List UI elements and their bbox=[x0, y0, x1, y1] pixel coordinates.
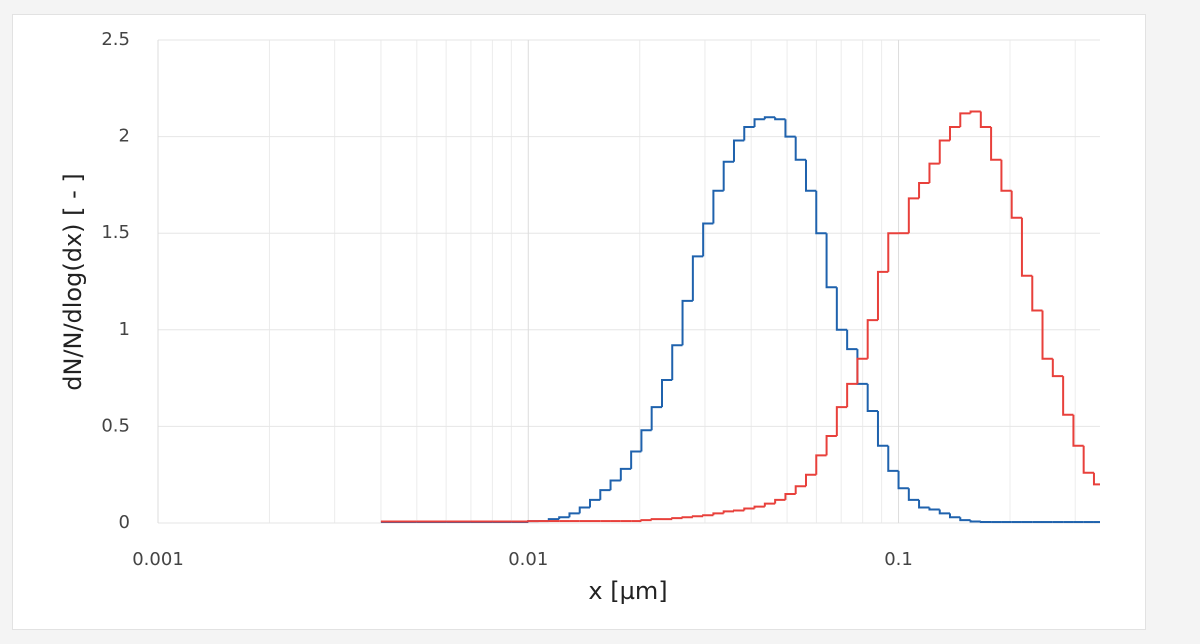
step-segment bbox=[568, 512, 580, 518]
step-segment bbox=[753, 505, 765, 509]
step-segment bbox=[1010, 190, 1022, 219]
x-axis-title: x [µm] bbox=[588, 577, 667, 605]
step-segment bbox=[969, 520, 981, 523]
step-segment bbox=[825, 435, 837, 456]
step-segment bbox=[763, 502, 776, 507]
step-segment bbox=[691, 515, 704, 518]
y-tick-label: 1.5 bbox=[101, 222, 130, 243]
step-segment bbox=[661, 379, 673, 408]
y-tick-label: 1 bbox=[119, 319, 130, 340]
chart-card bbox=[12, 14, 1146, 630]
step-segment bbox=[1020, 217, 1033, 277]
step-segment bbox=[753, 118, 765, 127]
step-segment bbox=[918, 181, 930, 199]
step-segment bbox=[589, 498, 601, 508]
step-segment bbox=[948, 125, 961, 141]
y-tick-label: 2.5 bbox=[101, 29, 130, 50]
step-segment bbox=[681, 516, 693, 519]
step-segment bbox=[907, 197, 920, 234]
step-segment bbox=[609, 479, 621, 491]
step-segment bbox=[1072, 414, 1084, 447]
step-segment bbox=[1082, 445, 1094, 474]
step-segment bbox=[846, 329, 858, 351]
step-segment bbox=[712, 512, 724, 516]
step-segment bbox=[763, 116, 776, 120]
step-segment bbox=[712, 189, 724, 224]
x-tick-label: 0.01 bbox=[508, 549, 548, 570]
step-segment bbox=[959, 112, 971, 127]
step-segment bbox=[578, 506, 591, 514]
step-segment bbox=[990, 126, 1002, 161]
x-tick-label: 0.1 bbox=[884, 549, 913, 570]
step-segment bbox=[948, 513, 961, 519]
step-segment bbox=[1051, 358, 1064, 378]
y-tick-label: 0.5 bbox=[101, 415, 130, 436]
step-segment bbox=[887, 445, 899, 472]
step-segment bbox=[794, 485, 806, 495]
step-segment bbox=[743, 125, 755, 141]
step-segment bbox=[835, 287, 848, 331]
step-segment bbox=[671, 344, 683, 381]
step-segment bbox=[804, 473, 817, 487]
step-segment bbox=[722, 510, 734, 514]
step-segment bbox=[866, 319, 878, 359]
step-segment bbox=[1031, 275, 1043, 312]
step-segment bbox=[774, 117, 786, 121]
step-segment bbox=[1092, 472, 1100, 486]
step-segment bbox=[918, 499, 930, 509]
step-segment bbox=[732, 509, 745, 512]
step-segment bbox=[825, 233, 837, 289]
step-segment bbox=[691, 255, 704, 301]
y-axis-title: dN/N/dlog(dx) [ - ] bbox=[59, 173, 87, 391]
step-segment bbox=[784, 493, 796, 500]
step-segment bbox=[959, 517, 971, 522]
step-segment bbox=[835, 406, 848, 437]
step-segment bbox=[774, 498, 786, 504]
step-segment bbox=[681, 299, 693, 346]
step-segment bbox=[979, 521, 992, 524]
step-segment bbox=[938, 139, 950, 164]
step-segment bbox=[846, 382, 858, 408]
step-segment bbox=[1041, 310, 1053, 360]
step-segment bbox=[928, 507, 940, 511]
step-segment bbox=[815, 190, 827, 235]
step-segment bbox=[558, 516, 570, 520]
step-segment bbox=[640, 429, 652, 452]
step-segment bbox=[619, 467, 632, 481]
step-segment bbox=[876, 270, 889, 321]
step-segment bbox=[640, 519, 652, 522]
step-segment bbox=[938, 509, 950, 515]
step-segment bbox=[928, 162, 940, 183]
step-segment bbox=[1000, 159, 1012, 192]
y-tick-label: 2 bbox=[119, 126, 130, 147]
step-segment bbox=[722, 160, 734, 191]
step-segment bbox=[732, 139, 745, 162]
step-segment bbox=[784, 119, 796, 138]
step-segment bbox=[630, 450, 642, 469]
step-segment bbox=[897, 470, 909, 490]
y-tick-label: 0 bbox=[119, 512, 130, 533]
step-segment bbox=[887, 232, 899, 272]
step-segment bbox=[702, 222, 714, 257]
step-segment bbox=[671, 517, 683, 520]
x-tick-label: 0.001 bbox=[132, 549, 184, 570]
step-segment bbox=[599, 489, 611, 500]
step-segment bbox=[804, 159, 817, 192]
step-segment bbox=[856, 357, 868, 384]
step-segment bbox=[650, 518, 663, 521]
step-segment bbox=[979, 111, 992, 128]
step-segment bbox=[1062, 376, 1074, 416]
step-segment bbox=[969, 110, 981, 114]
step-segment bbox=[650, 406, 663, 431]
step-segment bbox=[876, 410, 889, 447]
step-segment bbox=[794, 136, 806, 161]
step-segment bbox=[743, 507, 755, 511]
step-segment bbox=[907, 488, 920, 501]
step-segment bbox=[866, 383, 878, 412]
step-segment bbox=[702, 514, 714, 517]
step-segment bbox=[815, 454, 827, 475]
